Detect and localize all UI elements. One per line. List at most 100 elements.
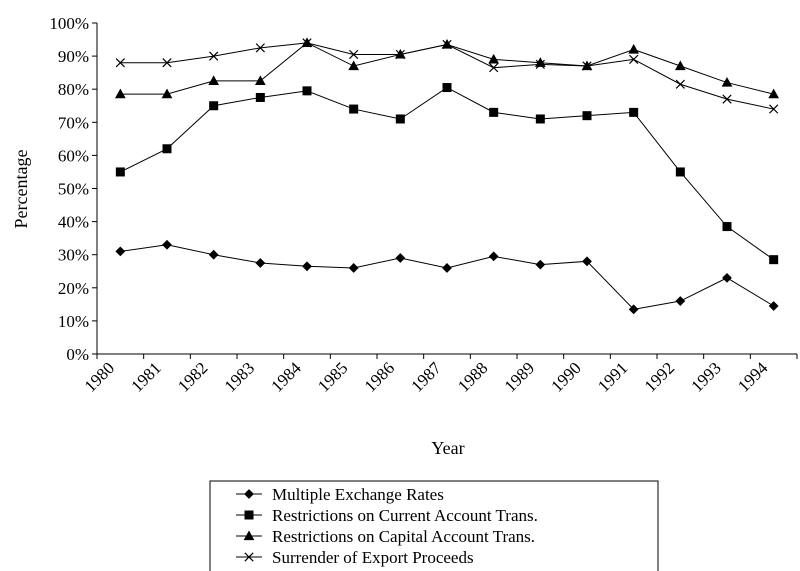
data-point-diamond [582, 256, 592, 267]
data-point-diamond [208, 249, 219, 260]
data-point-square [769, 255, 779, 265]
data-point-diamond [488, 251, 499, 262]
data-point-x [442, 39, 452, 50]
legend-item: Multiple Exchange Rates [236, 485, 444, 504]
data-point-diamond [162, 239, 172, 250]
data-point-triangle [254, 75, 266, 86]
y-tick-label: 30% [58, 246, 89, 265]
data-point-triangle [768, 88, 780, 99]
data-point-triangle [628, 43, 640, 54]
series-layer [114, 37, 780, 315]
data-point-triangle [674, 60, 686, 71]
data-point-triangle [721, 77, 733, 87]
x-tick-label: 1993 [687, 358, 724, 395]
series-square [115, 83, 779, 265]
y-tick-label: 50% [58, 180, 89, 199]
x-tick-label: 1984 [267, 358, 305, 396]
series-x [115, 38, 779, 114]
series-line [120, 86, 774, 261]
data-point-square [395, 114, 405, 124]
data-point-square [162, 144, 172, 154]
legend: Multiple Exchange Rates Restrictions on C… [209, 480, 659, 571]
legend-marker-square [244, 510, 254, 520]
y-tick-label: 0% [66, 345, 89, 364]
data-point-x [255, 43, 265, 53]
data-point-diamond [535, 259, 546, 270]
series-diamond [115, 239, 779, 315]
y-tick-label: 10% [58, 312, 89, 331]
data-point-x [349, 49, 359, 60]
x-axis-title: Year [431, 438, 464, 458]
data-point-x [629, 54, 639, 65]
legend-label: Restrictions on Current Account Trans. [272, 506, 538, 525]
x-tick-label: 1988 [454, 358, 491, 395]
series-line [120, 244, 774, 310]
data-point-x [302, 38, 312, 48]
y-tick-label: 20% [58, 279, 89, 298]
data-point-square [115, 167, 125, 177]
data-point-square [302, 86, 312, 96]
data-point-x [722, 94, 732, 104]
x-tick-label: 1987 [407, 358, 445, 396]
legend-item: Restrictions on Capital Account Trans. [236, 527, 535, 546]
legend-item: Surrender of Export Proceeds [236, 548, 474, 567]
data-point-triangle [348, 60, 360, 71]
x-tick-label: 1983 [221, 358, 258, 395]
legend-label: Restrictions on Capital Account Trans. [272, 527, 535, 546]
data-point-diamond [768, 301, 779, 311]
data-point-triangle [114, 88, 126, 99]
data-point-square [489, 107, 499, 117]
x-tick-label: 1991 [594, 358, 631, 395]
data-point-square [722, 222, 732, 232]
legend-marker-diamond [244, 489, 254, 499]
x-tick-label: 1982 [174, 358, 211, 395]
x-tick-label: 1980 [81, 358, 118, 395]
legend-label: Surrender of Export Proceeds [272, 548, 474, 567]
y-axis-title: Percentage [11, 150, 31, 229]
data-point-diamond [302, 261, 312, 272]
data-point-diamond [348, 263, 359, 273]
data-point-triangle [488, 53, 500, 64]
x-tick-label: 1989 [501, 358, 538, 395]
data-point-x [675, 79, 685, 89]
legend-label: Multiple Exchange Rates [272, 485, 444, 504]
data-point-x [395, 49, 405, 60]
x-tick-label: 1994 [734, 358, 772, 396]
data-point-square [255, 92, 265, 102]
y-tick-label: 40% [58, 213, 89, 232]
data-point-square [675, 167, 685, 177]
legend-box [209, 480, 659, 571]
data-point-square [629, 107, 639, 117]
data-point-square [442, 83, 452, 93]
x-tick-label: 1992 [641, 358, 678, 395]
x-tick-label: 1981 [127, 358, 164, 395]
data-point-triangle [161, 88, 173, 99]
data-point-x [162, 58, 172, 68]
data-point-diamond [442, 263, 452, 273]
data-point-diamond [628, 304, 639, 315]
data-point-square [535, 114, 545, 124]
data-point-square [349, 104, 359, 114]
x-tick-label: 1990 [547, 358, 584, 395]
y-tick-label: 70% [58, 113, 89, 132]
data-point-diamond [255, 258, 266, 268]
data-point-diamond [675, 296, 686, 306]
data-point-x [115, 58, 125, 68]
legend-item: Restrictions on Current Account Trans. [236, 506, 538, 525]
series-line [120, 42, 774, 110]
data-point-x [769, 104, 779, 114]
y-tick-label: 80% [58, 80, 89, 99]
data-point-x [582, 61, 592, 71]
y-tick-label: 100% [49, 14, 89, 33]
data-point-x [535, 59, 545, 69]
data-point-diamond [722, 272, 732, 283]
data-point-square [582, 111, 592, 121]
data-point-diamond [115, 246, 126, 257]
x-tick-label: 1986 [361, 358, 398, 395]
data-point-diamond [395, 253, 406, 263]
y-tick-label: 90% [58, 47, 89, 66]
legend-marker-triangle [243, 530, 255, 541]
data-point-triangle [208, 75, 220, 86]
data-point-x [209, 51, 219, 61]
